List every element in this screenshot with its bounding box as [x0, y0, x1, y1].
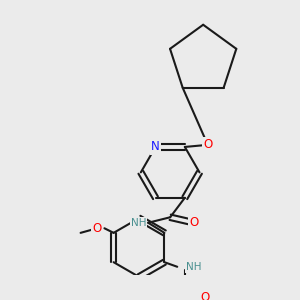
Text: NH: NH — [186, 262, 202, 272]
Text: O: O — [92, 222, 102, 235]
Text: O: O — [189, 216, 199, 229]
Text: NH: NH — [131, 218, 146, 228]
Text: O: O — [200, 290, 209, 300]
Text: O: O — [203, 138, 212, 151]
Text: N: N — [151, 140, 160, 153]
